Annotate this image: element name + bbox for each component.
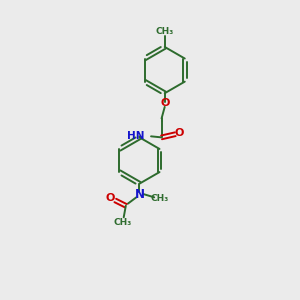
Text: CH₃: CH₃: [113, 218, 132, 226]
Text: O: O: [106, 193, 116, 203]
Text: O: O: [175, 128, 184, 138]
Text: N: N: [134, 188, 145, 201]
Text: CH₃: CH₃: [150, 194, 169, 203]
Text: CH₃: CH₃: [156, 27, 174, 36]
Text: O: O: [160, 98, 169, 108]
Text: HN: HN: [127, 131, 145, 141]
